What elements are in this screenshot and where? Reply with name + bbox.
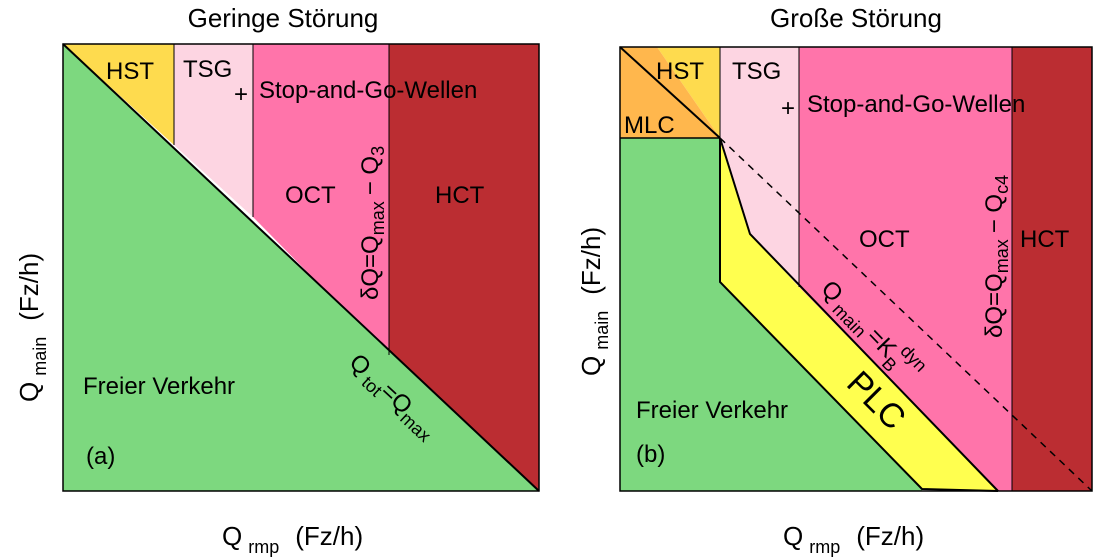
panel-a-label-hst: HST [106, 58, 154, 85]
panel-b-panel-label: (b) [636, 441, 665, 468]
panel-a-y-axis-label: Qmain(Fz/h) [14, 253, 50, 402]
panel-b-title: Große Störung [770, 3, 942, 33]
panel-a-panel-label: (a) [86, 443, 115, 470]
panel-b-region-free [620, 138, 922, 491]
panel-b-label-hst: HST [656, 58, 704, 85]
panel-b-stop-and-go: Stop-and-Go-Wellen [807, 91, 1025, 118]
panel-a-title: Geringe Störung [188, 3, 379, 33]
panel-b-label-tsg: TSG [732, 58, 781, 85]
panel-b-label-free: Freier Verkehr [636, 397, 788, 424]
panel-a-label-free: Freier Verkehr [83, 373, 235, 400]
panel-a: Geringe Störung HST TSG + Stop-and-Go-We… [14, 3, 540, 557]
panel-b-mlc-diagonal [619, 46, 721, 139]
panel-b-region-oct [799, 47, 1012, 491]
panel-a-region-tsg [174, 44, 253, 217]
panel-b-plc-lower-boundary [719, 138, 999, 492]
panel-b-frame [619, 46, 1093, 492]
panel-a-region-hct [389, 44, 539, 491]
panel-a-diagonal-boundary [62, 43, 540, 492]
panel-a-label-hct: HCT [435, 182, 485, 209]
panel-b-region-plc [720, 138, 998, 491]
panel-b-delta-q-label: δQ=Qmax− Qc4 [981, 175, 1012, 338]
panel-b-label-mlc: MLC [624, 112, 675, 139]
panel-b-y-axis-label: Qmain(Fz/h) [576, 227, 612, 376]
panel-b-label-oct: OCT [859, 226, 910, 253]
panel-a-plus: + [234, 81, 248, 108]
panel-b-label-hct: HCT [1020, 226, 1070, 253]
panel-b-region-hct [1012, 47, 1092, 491]
panel-b-region-tsg [720, 47, 799, 287]
panel-b-plus: + [781, 95, 795, 122]
panel-a-region-oct [253, 44, 389, 355]
panel-a-frame [62, 43, 540, 492]
panel-a-label-oct: OCT [285, 182, 336, 209]
panel-b: Große Störung HST TSG MLC + Stop-and-Go-… [576, 3, 1093, 557]
panel-a-label-tsg: TSG [183, 56, 232, 83]
panel-a-delta-q-label: δQ=Qmax− Q3 [357, 146, 388, 300]
panel-b-plc-upper-boundary [719, 137, 999, 492]
panel-a-stop-and-go: Stop-and-Go-Wellen [259, 77, 477, 104]
